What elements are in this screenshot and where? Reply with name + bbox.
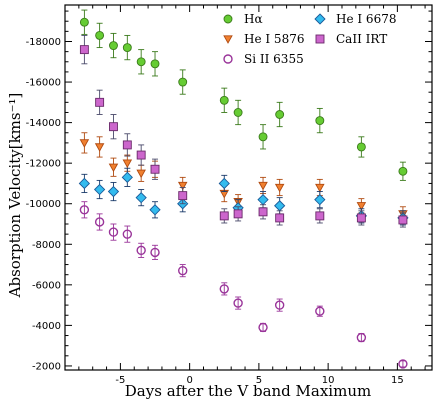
legend-label: CaII IRT <box>336 32 387 46</box>
y-tick-label: -10000 <box>26 199 61 210</box>
x-tick-label: 5 <box>256 375 262 386</box>
legend: Hα He I 5876 Si II 6355 He I 6678 CaII IRT <box>223 12 396 66</box>
axes: -5 0 5 10 15 -18000 -16000 -14000 -12000 -10000 -8… <box>26 4 433 386</box>
x-axis-label: Days after the V band Maximum <box>125 382 371 400</box>
series-3 <box>78 167 409 226</box>
data-point <box>274 200 286 212</box>
y-tick-label: -2000 <box>32 361 61 372</box>
data-point <box>150 164 160 174</box>
data-point <box>258 132 268 142</box>
data-point <box>356 213 366 223</box>
y-tick-label: -16000 <box>26 78 61 89</box>
data-point <box>178 191 188 201</box>
legend-marker <box>223 35 233 44</box>
series-2 <box>79 201 408 369</box>
legend-marker <box>223 14 233 24</box>
data-point <box>136 245 146 256</box>
legend-label: He I 6678 <box>336 12 396 26</box>
data-point <box>356 332 367 343</box>
data-point <box>275 110 285 119</box>
data-point <box>219 211 229 221</box>
data-point <box>79 17 89 27</box>
data-point <box>314 194 326 206</box>
legend-label: Si II 6355 <box>244 52 304 66</box>
data-point <box>136 57 146 67</box>
legend-marker <box>314 13 326 25</box>
data-point <box>94 217 105 227</box>
x-tick-label: 0 <box>186 375 192 386</box>
data-point <box>398 359 408 369</box>
plot-area <box>78 9 409 369</box>
data-point <box>122 43 132 53</box>
data-point <box>315 116 325 126</box>
data-point <box>233 209 243 219</box>
data-point <box>109 41 118 51</box>
data-point <box>233 298 243 308</box>
x-tick-label: -5 <box>115 375 125 386</box>
data-point <box>108 163 119 173</box>
y-tick-label: -4000 <box>32 321 61 332</box>
data-point <box>150 59 160 69</box>
data-point <box>315 183 325 193</box>
data-point <box>95 30 105 40</box>
data-point <box>356 142 366 152</box>
data-point <box>107 185 120 198</box>
data-point <box>258 181 268 191</box>
data-point <box>79 139 90 148</box>
data-point <box>398 166 408 176</box>
data-point <box>135 192 147 204</box>
data-point <box>274 300 285 310</box>
data-point <box>108 227 119 237</box>
data-point <box>315 211 325 221</box>
data-point <box>122 229 133 239</box>
data-point <box>219 284 229 294</box>
data-point <box>94 143 105 152</box>
y-tick-label: -12000 <box>26 159 61 170</box>
x-tick-label: 15 <box>391 375 404 386</box>
y-tick-label: -6000 <box>32 280 61 291</box>
legend-label: Hα <box>244 12 263 26</box>
data-point <box>178 77 188 87</box>
data-point <box>398 215 408 225</box>
legend-label: He I 5876 <box>244 32 304 46</box>
data-point <box>218 177 230 190</box>
data-point <box>79 205 90 215</box>
data-point <box>136 169 146 179</box>
data-point <box>233 108 243 117</box>
data-point <box>356 202 367 211</box>
y-tick-label: -14000 <box>26 118 61 129</box>
data-point <box>136 150 146 160</box>
data-point <box>274 183 285 193</box>
y-tick-label: -8000 <box>32 240 61 251</box>
data-point <box>258 207 268 217</box>
data-point <box>149 204 161 216</box>
data-point <box>258 322 268 333</box>
data-point <box>219 95 229 105</box>
y-tick-label: -18000 <box>26 37 61 48</box>
data-point <box>178 265 188 276</box>
legend-marker <box>223 54 233 64</box>
legend-marker <box>315 34 325 44</box>
x-tick-label: 10 <box>322 375 335 386</box>
data-point <box>122 140 132 150</box>
plot-frame <box>64 4 433 371</box>
data-point <box>93 183 106 196</box>
data-point <box>78 177 91 190</box>
data-point <box>315 306 325 316</box>
data-point <box>257 194 269 206</box>
data-point <box>177 181 188 191</box>
data-point <box>150 247 160 258</box>
data-point <box>79 45 89 55</box>
data-point <box>95 97 105 107</box>
data-point <box>109 122 118 132</box>
data-point <box>121 171 133 183</box>
data-point <box>275 213 285 223</box>
series-0 <box>79 9 408 181</box>
series-4 <box>79 34 408 228</box>
data-point <box>122 159 133 169</box>
y-axis-label: Absorption Velocity[kms⁻¹] <box>6 93 24 299</box>
